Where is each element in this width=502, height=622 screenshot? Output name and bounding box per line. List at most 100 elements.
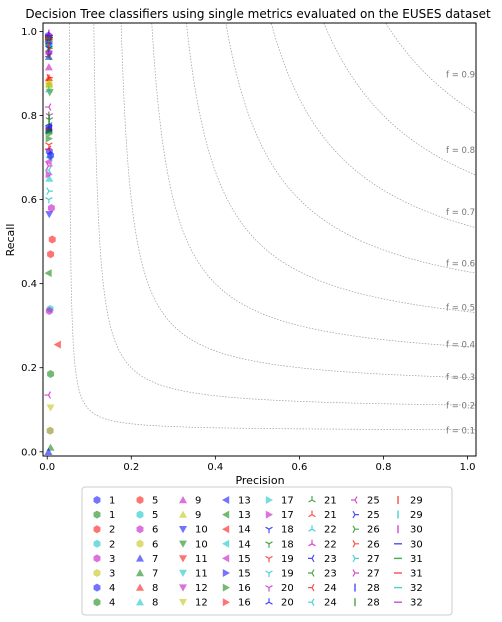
legend-marker xyxy=(136,539,144,548)
legend-marker xyxy=(265,585,273,592)
legend-label: 27 xyxy=(367,569,380,580)
legend-label: 20 xyxy=(281,598,294,609)
legend-label: 10 xyxy=(195,525,208,536)
legend-label: 2 xyxy=(109,539,115,550)
legend-marker xyxy=(136,569,144,577)
legend-marker xyxy=(308,510,316,518)
legend-marker xyxy=(136,510,144,519)
legend-marker xyxy=(136,583,144,591)
f-contour-0.5 xyxy=(186,23,476,313)
legend-marker xyxy=(179,540,187,548)
legend-marker xyxy=(179,510,187,518)
data-point xyxy=(44,79,53,88)
legend-label: 1 xyxy=(109,496,115,507)
data-point xyxy=(45,170,53,179)
legend-marker xyxy=(179,555,187,563)
legend-marker xyxy=(222,598,230,607)
legend-marker xyxy=(308,583,315,592)
x-tick-label: 0.8 xyxy=(376,462,392,473)
legend-frame xyxy=(81,486,453,616)
legend-label: 3 xyxy=(109,569,115,580)
legend-label: 24 xyxy=(324,598,337,609)
legend-marker xyxy=(136,554,144,562)
legend-marker xyxy=(222,510,230,519)
f-contour-label: f = 0.4 xyxy=(446,341,475,351)
data-point xyxy=(44,103,52,111)
x-tick-label: 1.0 xyxy=(460,462,476,473)
legend-marker xyxy=(222,525,230,534)
legend-marker xyxy=(222,539,230,548)
legend-marker xyxy=(222,583,230,592)
plot-frame xyxy=(42,22,477,457)
legend-label: 21 xyxy=(324,496,337,507)
legend-label: 25 xyxy=(367,510,380,521)
legend-label: 11 xyxy=(195,569,208,580)
f-contour-0.3 xyxy=(120,23,476,379)
data-point xyxy=(46,187,53,195)
x-tick-label: 0.6 xyxy=(291,462,307,473)
legend-marker xyxy=(93,539,101,548)
legend-label: 8 xyxy=(152,583,158,594)
legend-label: 7 xyxy=(152,569,158,580)
data-point xyxy=(47,250,55,259)
data-point xyxy=(44,391,51,399)
legend-marker xyxy=(265,541,273,548)
legend-marker xyxy=(308,496,316,503)
data-point xyxy=(46,404,55,412)
legend-marker xyxy=(179,569,187,577)
legend-label: 23 xyxy=(324,554,337,565)
legend-marker xyxy=(222,554,230,563)
legend-label: 16 xyxy=(238,598,251,609)
legend-label: 26 xyxy=(367,525,380,536)
legend-label: 19 xyxy=(281,569,294,580)
legend-label: 12 xyxy=(195,598,208,609)
legend-marker xyxy=(222,569,230,577)
f-contour-label: f = 0.7 xyxy=(446,208,475,218)
y-tick-label: 0.6 xyxy=(21,195,37,206)
f-contour-0.1 xyxy=(68,23,476,431)
data-points xyxy=(44,29,61,455)
legend-label: 23 xyxy=(324,569,337,580)
legend-marker xyxy=(308,554,315,563)
legend-label: 4 xyxy=(109,598,115,609)
legend-marker xyxy=(93,510,101,519)
legend-marker xyxy=(265,570,273,577)
x-axis-ticks: 0.0 0.2 0.4 0.6 0.8 1.0 xyxy=(39,456,476,473)
legend-label: 12 xyxy=(195,583,208,594)
legend-marker xyxy=(222,496,230,504)
legend-label: 31 xyxy=(410,569,423,580)
data-point xyxy=(44,269,52,278)
data-point xyxy=(45,134,53,143)
f-contour-label: f = 0.6 xyxy=(446,260,475,270)
data-point xyxy=(48,235,56,244)
data-point xyxy=(47,203,55,212)
legend-label: 17 xyxy=(281,510,294,521)
legend-label: 32 xyxy=(410,598,423,609)
legend-label: 31 xyxy=(410,554,423,565)
x-tick-label: 0.2 xyxy=(123,462,139,473)
legend-marker xyxy=(308,598,315,606)
legend-label: 6 xyxy=(152,525,158,536)
legend-label: 15 xyxy=(238,569,251,580)
legend-label: 24 xyxy=(324,583,337,594)
legend-marker xyxy=(352,510,359,519)
y-tick-label: 0.2 xyxy=(21,363,37,374)
legend-label: 18 xyxy=(281,539,294,550)
legend-marker xyxy=(265,555,273,563)
legend-marker xyxy=(136,598,144,606)
legend-marker xyxy=(179,496,187,504)
data-point xyxy=(45,174,54,182)
legend-marker xyxy=(179,599,187,607)
f-contour-labels: f = 0.1 f = 0.2 f = 0.3 f = 0.4 f = 0.5 f = 0… xyxy=(446,70,475,436)
legend-label: 22 xyxy=(324,525,337,536)
legend-label: 27 xyxy=(367,554,380,565)
data-point xyxy=(44,63,53,71)
legend-marker xyxy=(352,540,359,548)
f-contour-0.7 xyxy=(270,23,476,229)
y-tick-label: 0.8 xyxy=(21,111,37,122)
f-contour-label: f = 0.8 xyxy=(446,146,475,156)
legend-label: 25 xyxy=(367,496,380,507)
legend-label: 28 xyxy=(367,583,380,594)
legend-label: 22 xyxy=(324,539,337,550)
